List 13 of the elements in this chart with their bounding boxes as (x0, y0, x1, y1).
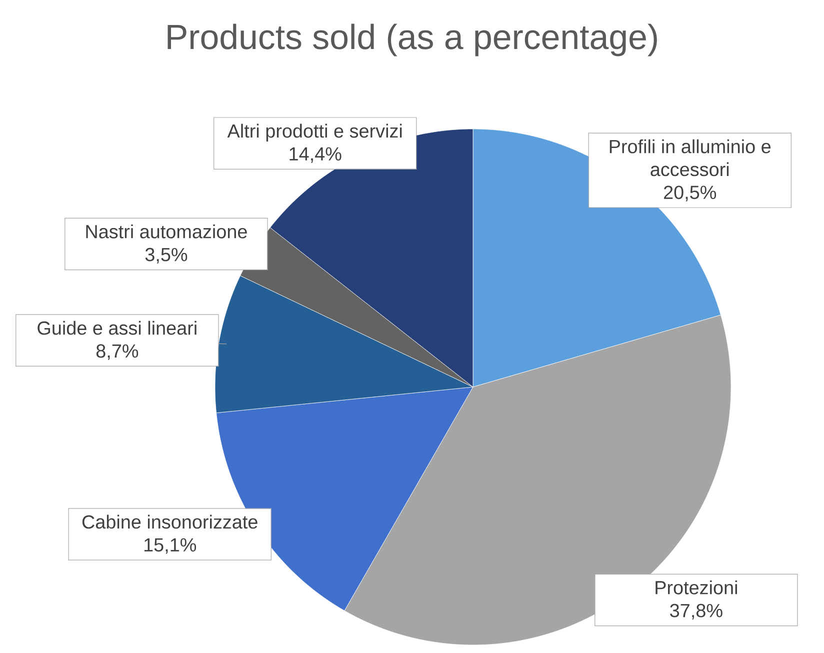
data-label: 8,7% (96, 344, 138, 360)
data-label: 20,5% (664, 186, 716, 202)
slice-label: Cabine insonorizzate (82, 514, 258, 529)
data-label: 3,5% (145, 248, 188, 264)
slice-label: Altri prodotti e servizi (227, 124, 402, 142)
slice-label: Profili in alluminio e accessori (610, 139, 771, 176)
slice-label: Protezioni (656, 580, 737, 594)
chart-title: Products sold (as a percentage) (168, 24, 657, 56)
data-label: 37,8% (670, 604, 722, 620)
data-label: 14,4% (290, 147, 342, 163)
slice-label: Nastri automazione (86, 224, 247, 238)
data-label: 15,1% (144, 538, 196, 554)
slice-label: Guide e assi lineari (38, 320, 196, 335)
